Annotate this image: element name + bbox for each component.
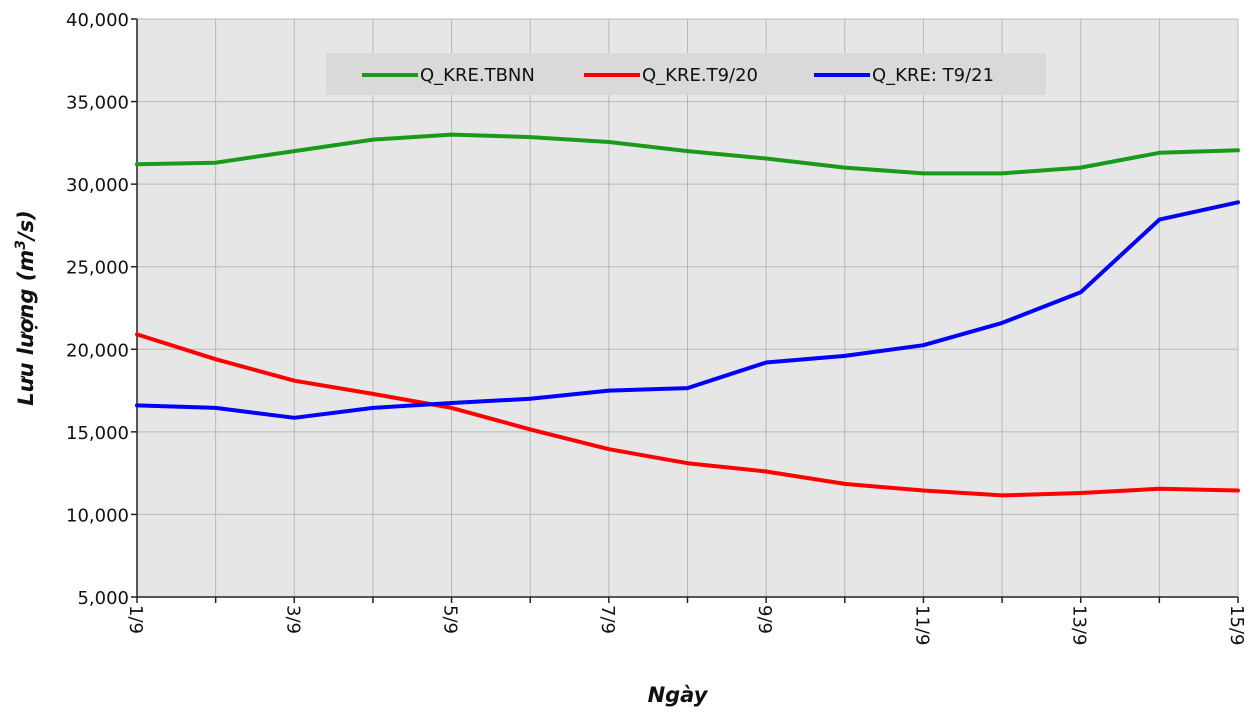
y-tick-label: 40,000 [66,10,129,31]
x-tick-label: 9/9 [754,605,775,634]
x-tick-label: 13/9 [1069,605,1090,645]
series-lines [135,132,1240,498]
y-tick-label: 15,000 [66,423,129,444]
y-tick-label: 25,000 [66,258,129,279]
series-line [135,332,1240,498]
x-tick-label: 5/9 [440,605,461,634]
y-tick-label: 20,000 [66,340,129,361]
y-axis-title-tail: /s) [14,210,38,243]
y-axis-ticks: 5,000 10,000 15,000 20,000 25,000 30,000 35,00… [66,10,137,609]
x-tick-label: 1/9 [125,605,146,634]
legend-label: Q_KRE: T9/21 [872,65,994,86]
y-axis-title: Lưu lượng (m3/s) [13,210,38,405]
series-line [135,200,1240,420]
x-tick-label: 7/9 [597,605,618,634]
y-tick-label: 10,000 [66,505,129,526]
series-line [135,132,1240,176]
y-axis-title-superscript: 3 [13,240,29,250]
x-axis-title: Ngày [648,683,709,707]
legend: Q_KRE.TBNN Q_KRE.T9/20 Q_KRE: T9/21 [326,53,1046,95]
x-tick-label: 15/9 [1226,605,1247,645]
legend-label: Q_KRE.TBNN [420,65,535,86]
x-tick-label: 11/9 [911,605,932,645]
x-axis-ticks: 1/9 3/9 5/9 7/9 9/9 11/9 13/9 15/9 [125,597,1247,645]
x-tick-label: 3/9 [282,605,303,634]
y-tick-label: 5,000 [77,588,129,609]
gridlines [137,18,1239,597]
legend-box [326,53,1046,95]
y-tick-label: 30,000 [66,175,129,196]
y-tick-label: 35,000 [66,93,129,114]
legend-label: Q_KRE.T9/20 [642,65,758,86]
y-axis-title-main: Lưu lượng (m [14,250,38,406]
